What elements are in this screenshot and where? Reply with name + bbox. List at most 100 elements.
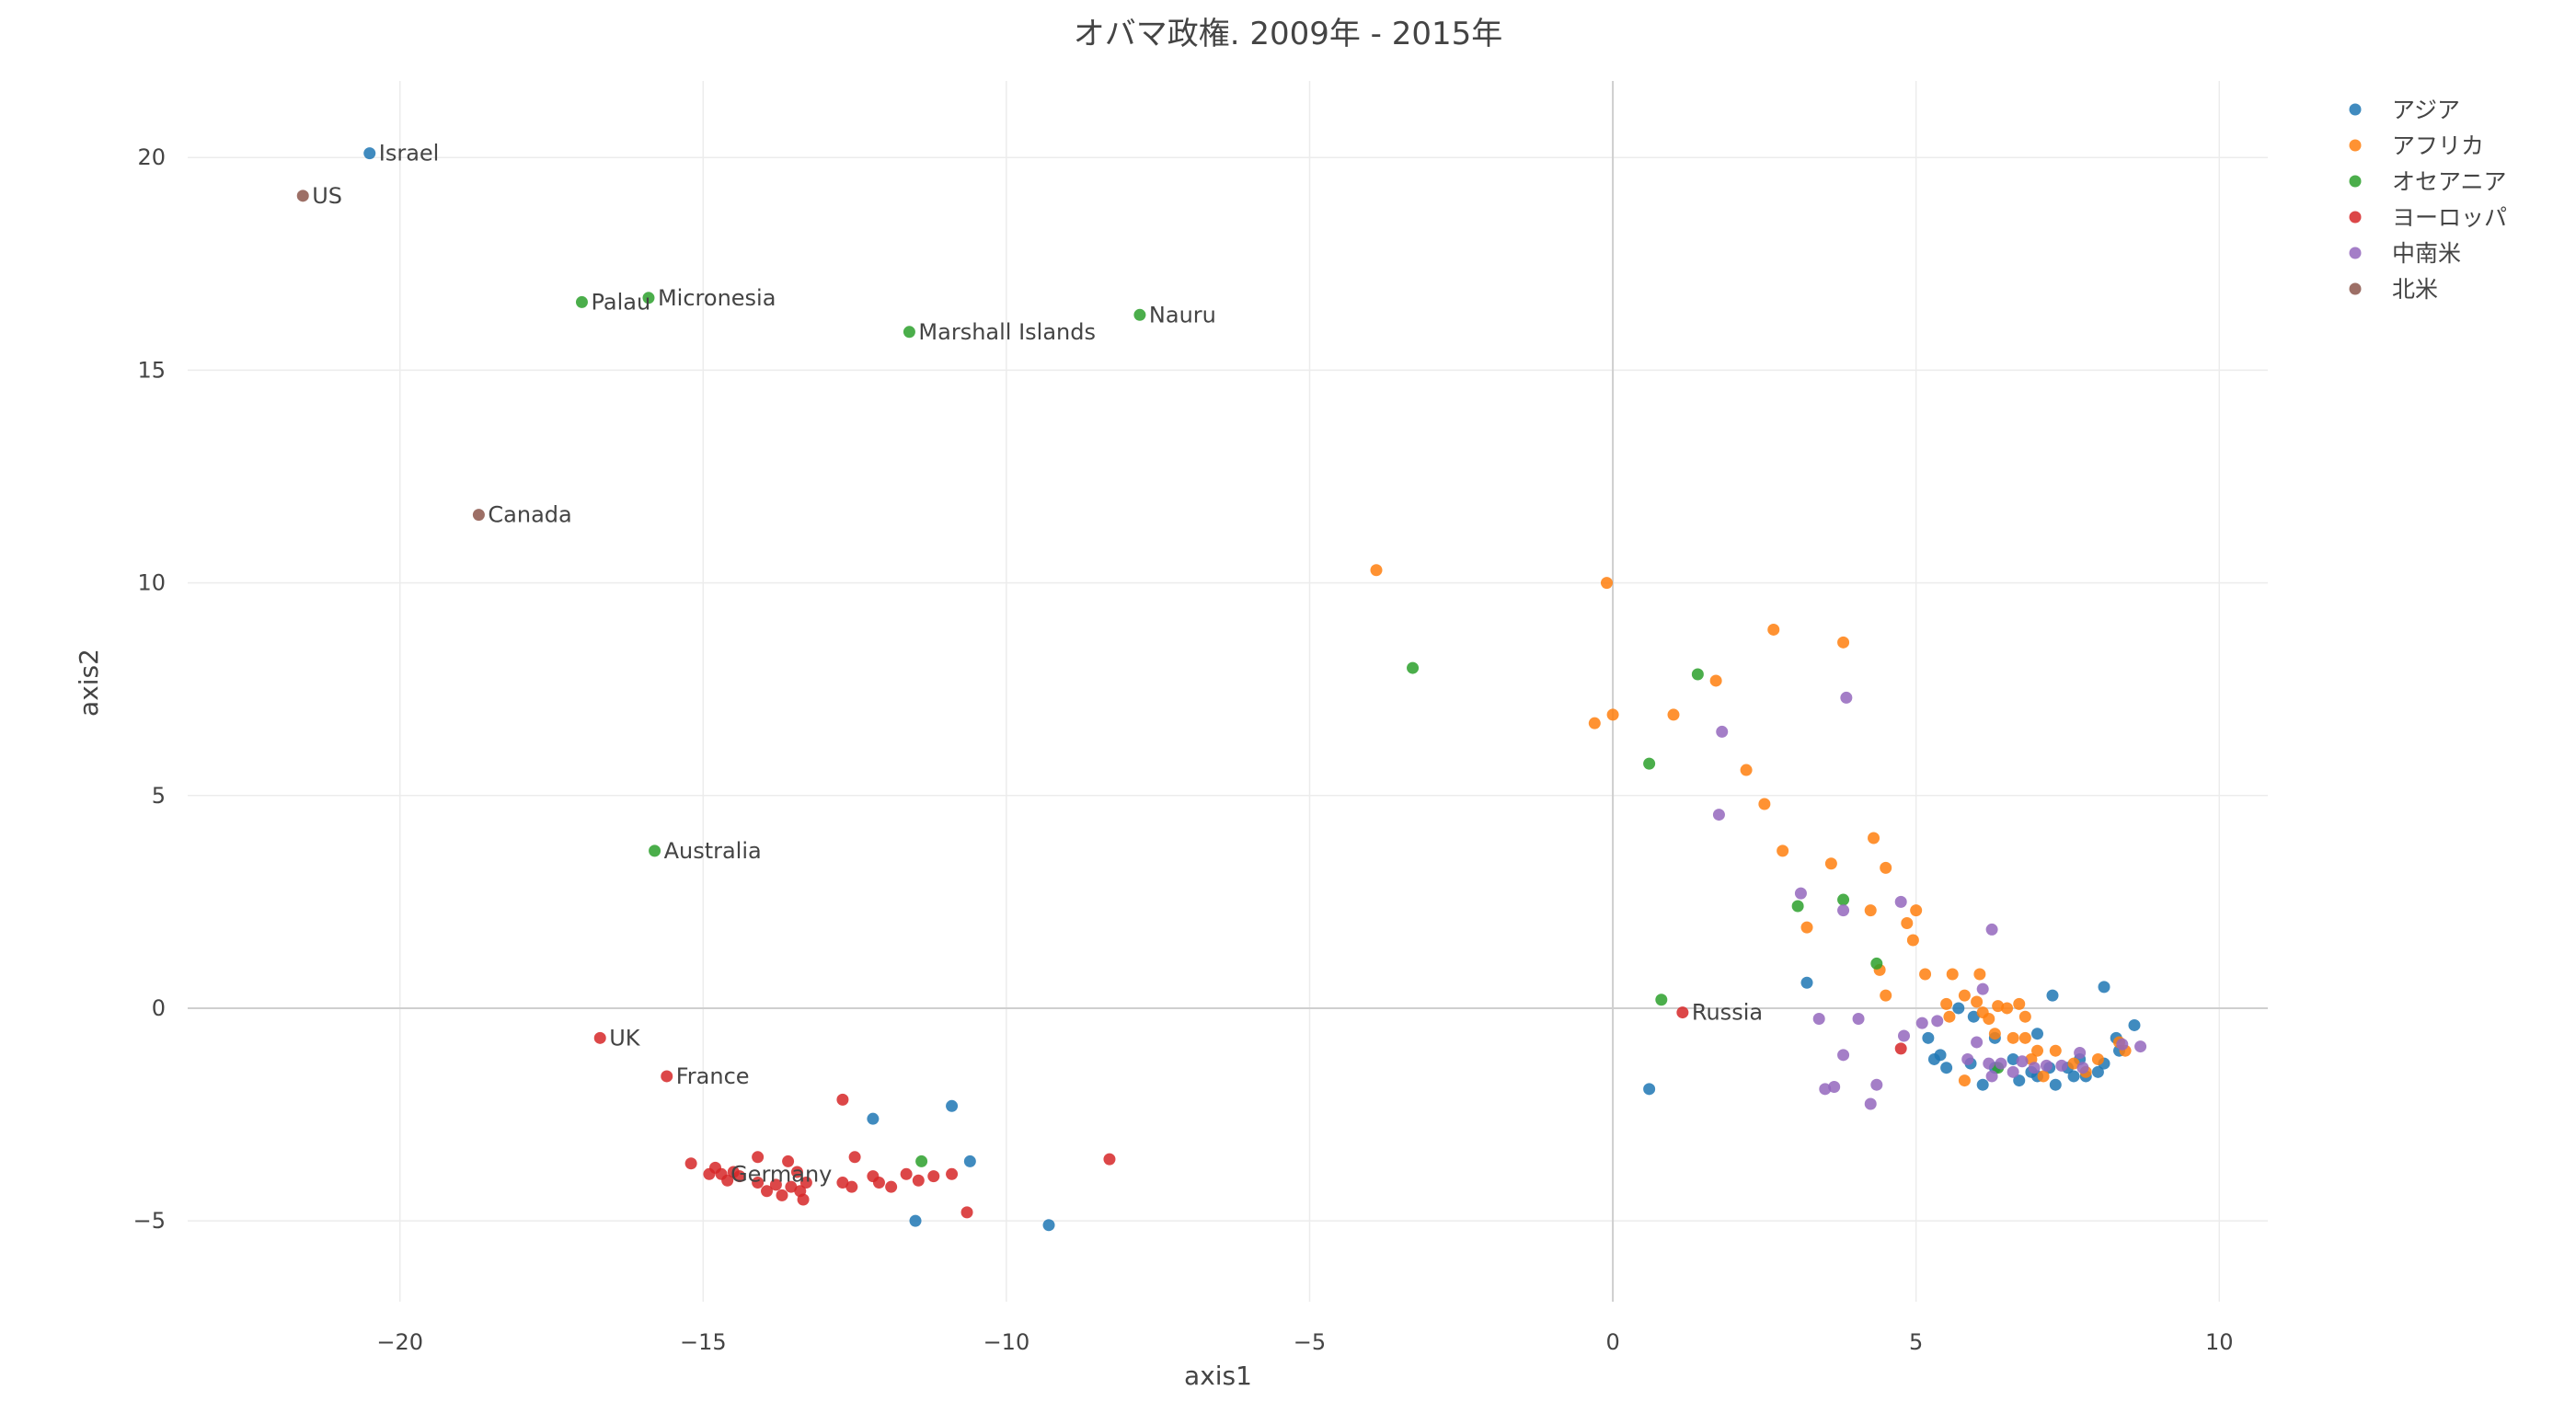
data-point[interactable] bbox=[1655, 994, 1668, 1006]
data-point[interactable] bbox=[1992, 1000, 2005, 1013]
data-point[interactable] bbox=[799, 1177, 812, 1189]
data-point[interactable] bbox=[1901, 916, 1914, 929]
data-point[interactable] bbox=[1794, 887, 1807, 900]
data-point[interactable] bbox=[2067, 1070, 2080, 1083]
data-point[interactable] bbox=[1988, 1028, 2001, 1040]
data-point[interactable] bbox=[2018, 1031, 2031, 1044]
data-point[interactable] bbox=[900, 1167, 913, 1180]
data-point[interactable] bbox=[912, 1174, 925, 1187]
data-point[interactable] bbox=[960, 1206, 973, 1219]
data-point[interactable] bbox=[1676, 1006, 1689, 1019]
data-point[interactable] bbox=[1952, 1002, 1965, 1015]
data-point[interactable] bbox=[1985, 1070, 1998, 1083]
data-point[interactable] bbox=[1915, 1017, 1928, 1029]
data-point[interactable] bbox=[2007, 1065, 2019, 1078]
data-point[interactable] bbox=[575, 295, 588, 308]
data-point[interactable] bbox=[2046, 989, 2059, 1002]
data-point[interactable] bbox=[1828, 1081, 1841, 1094]
legend-item-label[interactable]: 中南米 bbox=[2392, 240, 2461, 267]
data-point[interactable] bbox=[721, 1174, 734, 1187]
data-point[interactable] bbox=[1983, 1013, 1995, 1026]
data-point[interactable] bbox=[1643, 1083, 1656, 1096]
data-point[interactable] bbox=[1667, 708, 1680, 721]
legend-item-label[interactable]: アフリカ bbox=[2392, 132, 2484, 159]
data-point[interactable] bbox=[2037, 1070, 2050, 1083]
data-point[interactable] bbox=[2091, 1052, 2104, 1065]
data-point[interactable] bbox=[2091, 1065, 2104, 1078]
data-point[interactable] bbox=[1852, 1013, 1865, 1026]
data-point[interactable] bbox=[1791, 900, 1804, 913]
data-point[interactable] bbox=[836, 1177, 849, 1189]
data-point[interactable] bbox=[1133, 308, 1146, 321]
data-point[interactable] bbox=[2074, 1047, 2087, 1060]
data-point[interactable] bbox=[1931, 1015, 1944, 1028]
data-point[interactable] bbox=[2055, 1059, 2068, 1072]
legend-marker[interactable] bbox=[2349, 211, 2362, 224]
legend-marker[interactable] bbox=[2349, 139, 2362, 152]
data-point[interactable] bbox=[1042, 1219, 1055, 1232]
data-point[interactable] bbox=[2049, 1078, 2062, 1091]
data-point[interactable] bbox=[1894, 1042, 1907, 1055]
data-point[interactable] bbox=[1837, 1049, 1850, 1062]
data-point[interactable] bbox=[797, 1193, 810, 1206]
data-point[interactable] bbox=[1870, 1078, 1883, 1091]
data-point[interactable] bbox=[1985, 923, 1998, 936]
data-point[interactable] bbox=[1967, 1010, 1980, 1023]
data-point[interactable] bbox=[1995, 1057, 2007, 1070]
data-point[interactable] bbox=[649, 844, 661, 857]
data-point[interactable] bbox=[1712, 809, 1725, 821]
data-point[interactable] bbox=[2007, 1052, 2019, 1065]
data-point[interactable] bbox=[2128, 1018, 2141, 1031]
data-point[interactable] bbox=[1407, 661, 1420, 674]
data-point[interactable] bbox=[1897, 1029, 1910, 1042]
data-point[interactable] bbox=[1906, 934, 1919, 947]
data-point[interactable] bbox=[1958, 989, 1971, 1002]
data-point[interactable] bbox=[1868, 832, 1880, 844]
legend-item-label[interactable]: オセアニア bbox=[2392, 168, 2507, 195]
legend-marker[interactable] bbox=[2349, 175, 2362, 188]
data-point[interactable] bbox=[752, 1177, 765, 1189]
data-point[interactable] bbox=[2031, 1044, 2044, 1057]
data-point[interactable] bbox=[1934, 1049, 1947, 1062]
data-point[interactable] bbox=[1870, 957, 1883, 970]
legend-item-label[interactable]: 北米 bbox=[2392, 276, 2438, 303]
data-point[interactable] bbox=[1103, 1153, 1116, 1166]
data-point[interactable] bbox=[1880, 861, 1892, 874]
data-point[interactable] bbox=[708, 1161, 721, 1174]
data-point[interactable] bbox=[2018, 1010, 2031, 1023]
data-point[interactable] bbox=[1973, 968, 1986, 981]
data-point[interactable] bbox=[1976, 982, 1989, 995]
data-point[interactable] bbox=[1709, 674, 1722, 687]
data-point[interactable] bbox=[946, 1099, 959, 1112]
data-point[interactable] bbox=[2028, 1062, 2041, 1074]
data-point[interactable] bbox=[1919, 968, 1932, 981]
data-point[interactable] bbox=[1716, 725, 1729, 738]
data-point[interactable] bbox=[946, 1167, 959, 1180]
data-point[interactable] bbox=[927, 1170, 940, 1183]
data-point[interactable] bbox=[848, 1151, 861, 1164]
data-point[interactable] bbox=[593, 1031, 606, 1044]
data-point[interactable] bbox=[752, 1151, 765, 1164]
data-point[interactable] bbox=[1837, 904, 1850, 917]
data-point[interactable] bbox=[1837, 893, 1850, 906]
legend-item-label[interactable]: アジア bbox=[2392, 97, 2460, 123]
data-point[interactable] bbox=[1800, 921, 1813, 934]
data-point[interactable] bbox=[776, 1189, 788, 1201]
data-point[interactable] bbox=[472, 509, 485, 522]
data-point[interactable] bbox=[1958, 1074, 1971, 1087]
data-point[interactable] bbox=[1864, 1097, 1877, 1110]
data-point[interactable] bbox=[661, 1070, 673, 1083]
data-point[interactable] bbox=[733, 1170, 746, 1183]
data-point[interactable] bbox=[1643, 757, 1656, 770]
data-point[interactable] bbox=[1840, 691, 1853, 704]
legend-marker[interactable] bbox=[2349, 247, 2362, 259]
data-point[interactable] bbox=[963, 1155, 976, 1167]
data-point[interactable] bbox=[1606, 708, 1619, 721]
data-point[interactable] bbox=[1971, 995, 1984, 1008]
data-point[interactable] bbox=[296, 190, 309, 202]
data-point[interactable] bbox=[1691, 668, 1704, 681]
data-point[interactable] bbox=[790, 1166, 803, 1178]
data-point[interactable] bbox=[2016, 1055, 2029, 1068]
data-point[interactable] bbox=[2098, 981, 2110, 994]
